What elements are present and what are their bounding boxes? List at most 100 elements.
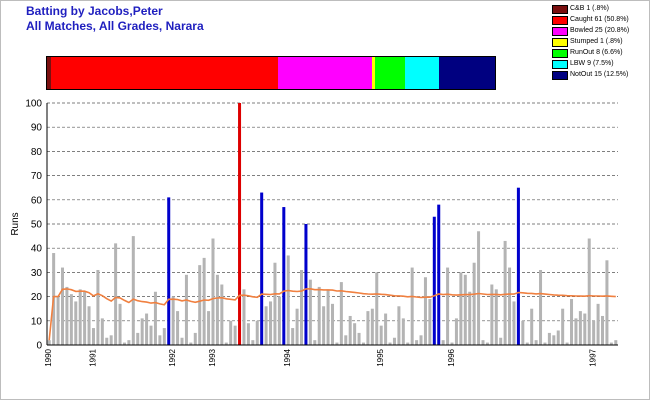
legend-label: Caught 61 (50.8%)	[570, 16, 629, 23]
innings-bar	[246, 323, 250, 345]
innings-bar	[317, 286, 321, 345]
legend-swatch	[552, 49, 568, 58]
innings-bar	[468, 291, 472, 345]
dismissal-segment	[371, 57, 376, 89]
innings-bar	[300, 269, 304, 345]
innings-bar	[339, 282, 343, 345]
innings-bar	[136, 332, 140, 345]
legend-label: Stumped 1 (.8%)	[570, 38, 623, 45]
x-tick-label: 1991	[88, 348, 97, 366]
innings-bar	[127, 340, 131, 345]
innings-bar	[260, 192, 264, 345]
x-tick-label: 1994	[283, 348, 292, 366]
innings-bar	[432, 216, 436, 345]
innings-bar	[313, 340, 317, 345]
legend-label: NotOut 15 (12.5%)	[570, 71, 629, 78]
innings-bar	[521, 320, 525, 345]
chart-title: Batting by Jacobs,Peter	[26, 4, 163, 18]
innings-bar	[561, 308, 565, 345]
innings-bar	[65, 286, 69, 345]
innings-bar	[477, 231, 481, 345]
innings-bar	[295, 308, 299, 345]
innings-bar	[556, 330, 560, 345]
innings-bar	[344, 335, 348, 345]
innings-bar	[207, 311, 211, 345]
innings-bar	[202, 257, 206, 345]
innings-bar	[543, 342, 547, 345]
innings-bar	[601, 315, 605, 345]
innings-bar	[264, 306, 268, 345]
innings-bar	[131, 236, 135, 345]
innings-bar	[114, 243, 118, 345]
innings-bar	[565, 342, 569, 345]
x-tick-label: 1996	[447, 348, 456, 366]
innings-bar	[375, 272, 379, 345]
innings-bar	[370, 308, 374, 345]
innings-bar	[158, 335, 162, 345]
dismissal-segment	[278, 57, 372, 89]
innings-bar	[516, 187, 520, 345]
innings-bar	[472, 262, 476, 345]
innings-bar	[335, 342, 339, 345]
y-axis-label: Runs	[10, 212, 21, 235]
legend-swatch	[552, 38, 568, 47]
innings-bar	[149, 325, 153, 345]
innings-bar	[220, 284, 224, 345]
innings-bar	[100, 318, 104, 345]
y-tick-label: 90	[31, 123, 43, 134]
innings-bar	[251, 340, 255, 345]
innings-bar	[91, 328, 95, 345]
legend-swatch	[552, 16, 568, 25]
innings-bar	[277, 296, 281, 345]
innings-bar	[499, 337, 503, 345]
innings-bar	[406, 342, 410, 345]
innings-bar	[353, 323, 357, 345]
legend-swatch	[552, 60, 568, 69]
innings-bar	[481, 340, 485, 345]
innings-bar	[238, 103, 242, 345]
innings-bar	[140, 318, 144, 345]
innings-bar	[503, 240, 507, 345]
innings-bar	[269, 301, 273, 345]
legend-label: RunOut 8 (6.6%)	[570, 49, 623, 56]
innings-bar	[525, 342, 529, 345]
innings-bar	[47, 340, 51, 345]
x-tick-label: 1997	[588, 348, 597, 366]
innings-bar	[198, 265, 202, 345]
legend-label: C&B 1 (.8%)	[570, 5, 609, 12]
x-tick-label: 1993	[208, 348, 217, 366]
innings-bar	[512, 301, 516, 345]
dismissal-distribution-bar	[46, 56, 496, 90]
innings-bar	[459, 272, 463, 345]
innings-bar	[215, 274, 219, 345]
legend-swatch	[552, 5, 568, 14]
innings-bar	[552, 335, 556, 345]
innings-bar	[282, 207, 286, 345]
innings-bar	[330, 303, 335, 345]
innings-bar	[384, 313, 388, 345]
innings-bar	[153, 291, 157, 345]
innings-bar	[534, 340, 538, 345]
innings-bar	[485, 342, 489, 345]
innings-bar	[361, 342, 365, 345]
innings-bar	[171, 296, 175, 345]
innings-bar	[322, 306, 326, 345]
innings-bar	[428, 299, 432, 345]
innings-bar	[415, 340, 419, 345]
innings-bar	[167, 197, 171, 345]
innings-bar	[109, 335, 113, 345]
innings-bar	[596, 303, 600, 345]
innings-bar	[490, 284, 494, 345]
legend-swatch	[552, 27, 568, 36]
innings-bar	[78, 289, 82, 345]
y-tick-label: 80	[31, 147, 43, 158]
innings-bar	[441, 340, 445, 345]
running-average-line	[48, 287, 616, 341]
innings-bar	[56, 296, 60, 345]
y-tick-label: 0	[36, 341, 42, 352]
innings-bar	[454, 318, 458, 345]
y-tick-label: 30	[31, 268, 43, 279]
innings-bar	[229, 320, 233, 345]
innings-bar	[450, 342, 454, 345]
innings-bar	[397, 306, 401, 345]
